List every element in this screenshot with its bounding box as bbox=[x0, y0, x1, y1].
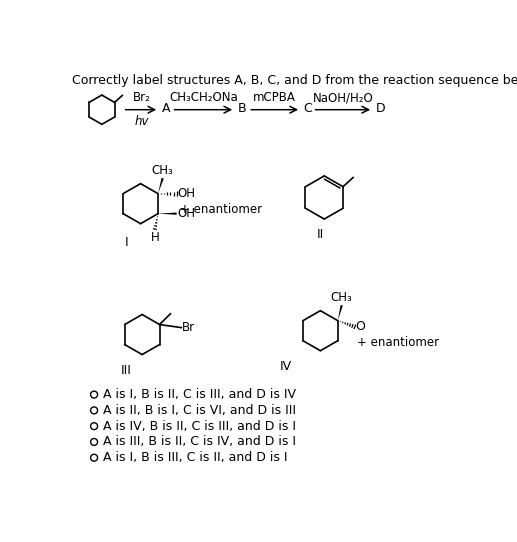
Text: Correctly label structures A, B, C, and D from the reaction sequence below.: Correctly label structures A, B, C, and … bbox=[72, 74, 517, 87]
Text: CH₃CH₂ONa: CH₃CH₂ONa bbox=[169, 91, 238, 104]
Text: hv: hv bbox=[134, 115, 148, 128]
Text: A is IV, B is II, C is III, and D is I: A is IV, B is II, C is III, and D is I bbox=[102, 420, 296, 433]
Text: IV: IV bbox=[279, 360, 292, 373]
Text: III: III bbox=[121, 364, 132, 377]
Text: D: D bbox=[375, 102, 385, 115]
Text: II: II bbox=[317, 228, 324, 241]
Text: A is I, B is III, C is II, and D is I: A is I, B is III, C is II, and D is I bbox=[102, 451, 287, 464]
Text: OH: OH bbox=[177, 187, 195, 200]
Text: I: I bbox=[125, 236, 128, 249]
Text: CH₃: CH₃ bbox=[331, 291, 353, 304]
Text: A: A bbox=[161, 102, 170, 115]
Text: A is II, B is I, C is VI, and D is III: A is II, B is I, C is VI, and D is III bbox=[102, 404, 296, 417]
Text: A is I, B is II, C is III, and D is IV: A is I, B is II, C is III, and D is IV bbox=[102, 388, 296, 401]
Polygon shape bbox=[338, 305, 343, 321]
Text: + enantiomer: + enantiomer bbox=[357, 335, 439, 349]
Text: Br: Br bbox=[182, 321, 195, 334]
Polygon shape bbox=[158, 212, 177, 215]
Text: mCPBA: mCPBA bbox=[253, 91, 296, 104]
Text: O: O bbox=[356, 320, 366, 333]
Text: A is III, B is II, C is IV, and D is I: A is III, B is II, C is IV, and D is I bbox=[102, 435, 296, 448]
Text: NaOH/H₂O: NaOH/H₂O bbox=[312, 91, 373, 104]
Text: + enantiomer: + enantiomer bbox=[180, 203, 262, 216]
Text: H: H bbox=[150, 231, 159, 244]
Polygon shape bbox=[158, 178, 164, 193]
Text: OH: OH bbox=[177, 207, 195, 220]
Text: CH₃: CH₃ bbox=[152, 164, 174, 177]
Text: Br₂: Br₂ bbox=[132, 91, 150, 104]
Text: C: C bbox=[303, 102, 312, 115]
Text: B: B bbox=[237, 102, 246, 115]
